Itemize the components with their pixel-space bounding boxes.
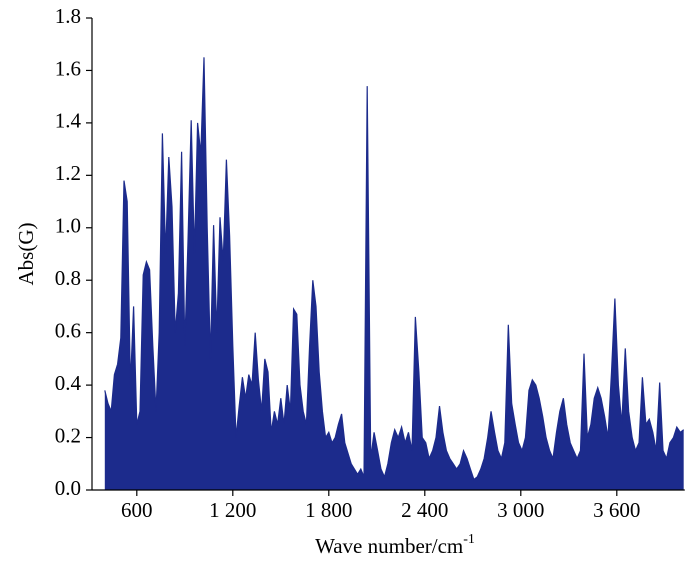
x-axis-label-text: Wave number/cm: [315, 534, 463, 558]
x-tick-label: 600: [121, 498, 153, 522]
area-fill: [104, 57, 684, 490]
x-tick-label: 2 400: [401, 498, 448, 522]
y-tick-label: 1.0: [55, 214, 81, 238]
x-tick-label: 1 800: [305, 498, 352, 522]
y-tick-label: 1.8: [55, 4, 81, 28]
y-tick-label: 0.0: [55, 476, 81, 500]
y-tick-label: 0.6: [55, 318, 81, 342]
x-tick-label: 3 600: [593, 498, 640, 522]
y-tick-label: 0.8: [55, 266, 81, 290]
y-axis-label: Abs(G): [14, 223, 38, 286]
x-tick-label: 3 000: [497, 498, 544, 522]
y-tick-label: 0.4: [55, 371, 82, 395]
y-tick-label: 1.2: [55, 161, 81, 185]
spectrum-line: [104, 57, 685, 481]
y-tick-label: 1.4: [55, 109, 82, 133]
y-tick-label: 1.6: [55, 56, 81, 80]
y-tick-label: 0.2: [55, 423, 81, 447]
x-axis-label-superscript: -1: [463, 532, 475, 547]
x-axis-label: Wave number/cm-1: [315, 532, 475, 558]
x-tick-label: 1 200: [209, 498, 256, 522]
